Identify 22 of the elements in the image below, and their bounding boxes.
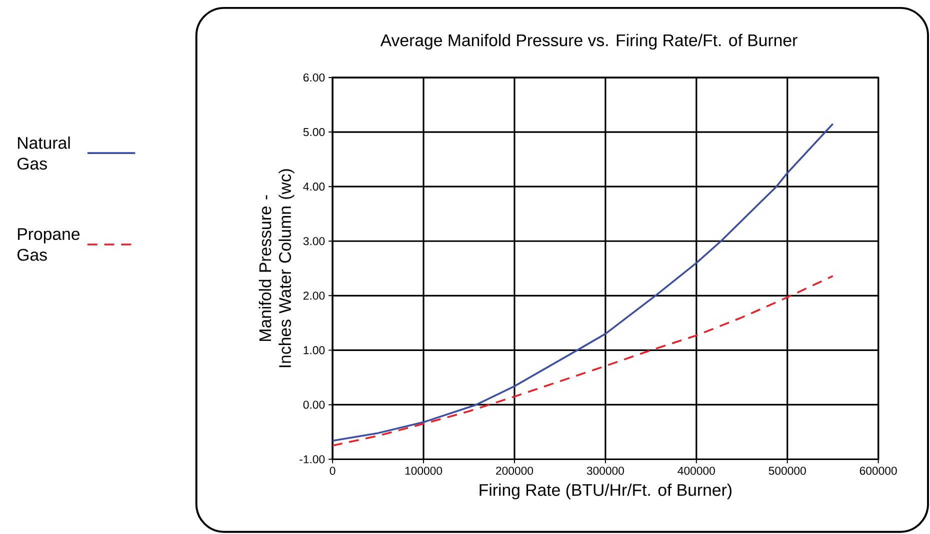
legend-label: Natural Gas (17, 136, 70, 170)
y-tick-label: 0.00 (303, 400, 325, 409)
y-tick-label: 4.00 (303, 182, 325, 191)
x-tick-label: 0 (330, 466, 336, 475)
x-tick-label: 400000 (678, 466, 715, 475)
x-tick-label: 100000 (405, 466, 442, 475)
x-tick-label: 600000 (860, 466, 897, 475)
y-tick-label: 3.00 (303, 237, 325, 246)
x-tick-label: 200000 (496, 466, 534, 475)
x-tick-label: 300000 (586, 466, 624, 475)
line-series (332, 275, 834, 447)
x-tick-label: 500000 (768, 466, 806, 475)
y-tick-label: 2.00 (303, 292, 325, 300)
line-series (332, 123, 834, 442)
y-tick-label: 5.00 (303, 128, 325, 136)
y-tick-label: 1.00 (304, 346, 325, 354)
x-axis-title: Firing Rate (BTU/Hr/Ft. of Burner) (480, 484, 732, 500)
y-axis-title: Manifold Pressure - Inches Water Column (wc) (258, 169, 294, 368)
chart-title: Average Manifold Pressure vs. Firing Rate/Ft. of Burner (380, 34, 798, 50)
y-tick-label: 6.00 (303, 74, 325, 82)
legend-label: Propane Gas (17, 228, 80, 261)
y-tick-label: -1.00 (300, 455, 325, 464)
